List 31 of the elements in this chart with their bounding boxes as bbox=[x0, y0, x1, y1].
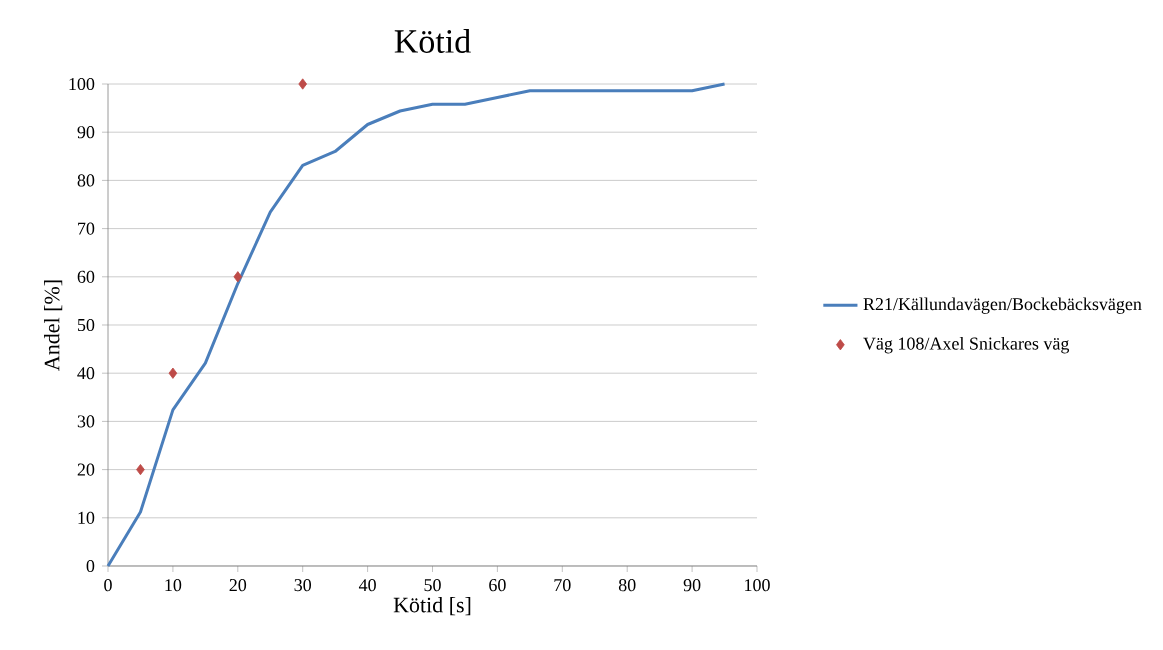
legend-label: Väg 108/Axel Snickares väg bbox=[863, 337, 1070, 354]
point bbox=[233, 271, 243, 283]
y-tick-label: 100 bbox=[69, 77, 95, 91]
x-tick-label: 0 bbox=[104, 579, 112, 592]
point bbox=[298, 78, 308, 90]
y-tick-label: 60 bbox=[77, 270, 95, 283]
point bbox=[136, 464, 145, 476]
y-tick-label: 0 bbox=[86, 559, 95, 573]
y-axis-title: Andel [%] bbox=[44, 280, 63, 371]
y-tick-label: 50 bbox=[77, 318, 95, 332]
point bbox=[168, 367, 178, 379]
chart-title: Kötid bbox=[394, 29, 471, 53]
x-tick-label: 70 bbox=[554, 579, 571, 592]
x-tick-label: 60 bbox=[489, 579, 506, 592]
legend-label: R21/Källundavägen/Bockebäcksvägen bbox=[863, 297, 1142, 314]
x-tick-label: 40 bbox=[358, 579, 376, 592]
y-tick-label: 90 bbox=[77, 126, 95, 139]
x-tick-label: 20 bbox=[229, 579, 247, 592]
y-tick-label: 40 bbox=[77, 367, 95, 380]
y-tick-label: 20 bbox=[77, 463, 95, 476]
x-tick-label: 100 bbox=[745, 579, 770, 592]
x-tick-label: 50 bbox=[424, 579, 441, 592]
x-tick-label: 90 bbox=[683, 579, 701, 592]
x-axis-title: Kötid [s] bbox=[393, 596, 471, 616]
x-tick-label: 30 bbox=[294, 579, 312, 592]
y-tick-label: 70 bbox=[78, 222, 95, 235]
y-tick-label: 10 bbox=[78, 511, 95, 524]
x-tick-label: 10 bbox=[165, 579, 182, 592]
x-tick-label: 80 bbox=[618, 579, 636, 592]
y-tick-label: 30 bbox=[77, 415, 95, 428]
y-tick-label: 80 bbox=[77, 174, 95, 187]
